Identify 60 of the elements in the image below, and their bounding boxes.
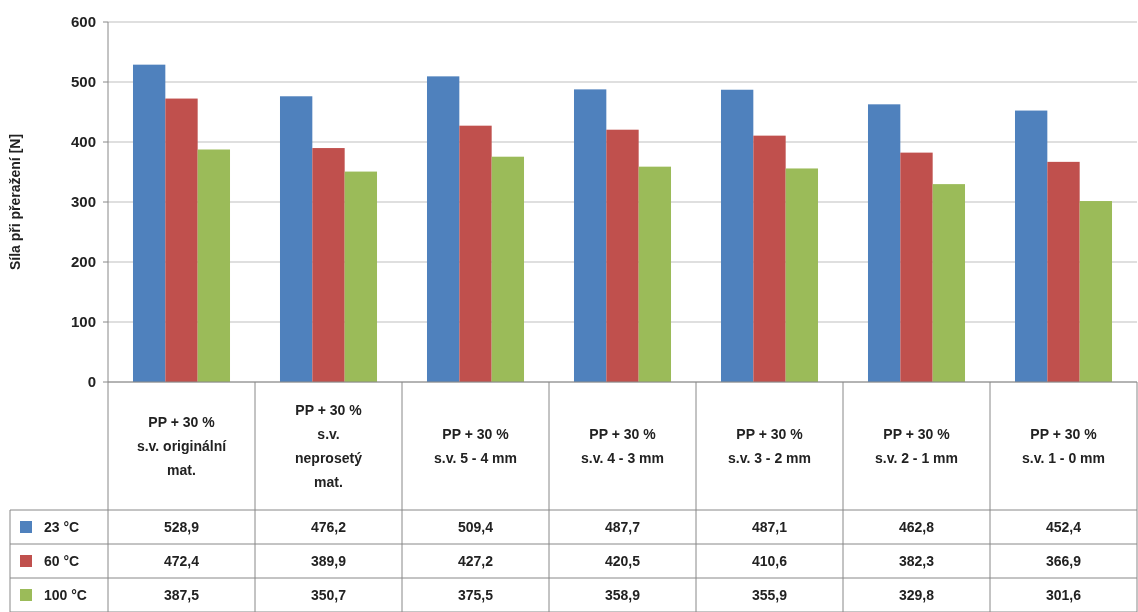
data-label: 472,4	[163, 552, 200, 569]
y-tick-label: 0	[87, 373, 96, 391]
y-tick-label: 200	[70, 253, 96, 271]
data-label: 420,5	[604, 552, 641, 569]
data-label: 427,2	[457, 552, 494, 569]
data-label: 462,8	[898, 518, 935, 535]
data-label: 366,9	[1045, 552, 1082, 569]
y-tick-label: 600	[70, 13, 96, 31]
y-tick-label: 100	[70, 313, 96, 331]
bar	[459, 125, 492, 382]
bar	[132, 64, 166, 382]
data-label: 410,6	[751, 552, 788, 569]
data-label: 350,7	[310, 586, 347, 603]
x-tick-label: PP + 30 % s.v. neprosetý mat.	[295, 401, 363, 490]
bar	[1047, 161, 1080, 382]
data-label: 355,9	[751, 586, 788, 603]
data-label: 389,9	[310, 552, 347, 569]
x-tick-label: PP + 30 % s.v. 5 - 4 mm	[433, 425, 518, 466]
y-tick-label: 500	[70, 73, 96, 91]
y-tick-label: 300	[70, 193, 96, 211]
bar	[491, 156, 525, 382]
bar	[312, 148, 345, 382]
legend-label: 60 °C	[44, 552, 80, 569]
bar	[785, 168, 819, 382]
bar	[573, 89, 607, 382]
bar	[197, 149, 231, 382]
data-label: 375,5	[457, 586, 494, 603]
data-label: 358,9	[604, 586, 641, 603]
bar	[720, 89, 754, 382]
data-label: 329,8	[898, 586, 935, 603]
bar	[606, 129, 639, 382]
y-axis-title: Síla při přeražení [N]	[7, 133, 23, 271]
data-label: 382,3	[898, 552, 935, 569]
data-label: 487,1	[751, 518, 788, 535]
x-tick-label: PP + 30 % s.v. 2 - 1 mm	[874, 425, 959, 466]
data-label: 476,2	[310, 518, 347, 535]
data-label: 301,6	[1045, 586, 1082, 603]
data-label: 487,7	[604, 518, 641, 535]
bar	[867, 104, 901, 382]
bar	[426, 76, 460, 382]
bar	[932, 184, 966, 382]
legend-label: 100 °C	[44, 586, 87, 603]
bar	[344, 171, 378, 382]
data-label: 452,4	[1045, 518, 1082, 535]
data-label: 387,5	[163, 586, 200, 603]
bar	[165, 98, 198, 382]
bar	[1079, 201, 1113, 382]
x-tick-label: PP + 30 % s.v. 4 - 3 mm	[580, 425, 665, 466]
bar	[753, 135, 786, 382]
bar	[279, 96, 313, 382]
bar	[900, 152, 933, 382]
legend-label: 23 °C	[44, 518, 80, 535]
bar	[1014, 110, 1048, 382]
y-tick-label: 400	[70, 133, 96, 151]
x-tick-label: PP + 30 % s.v. originální mat.	[136, 413, 228, 478]
data-label: 528,9	[163, 518, 200, 535]
data-label: 509,4	[457, 518, 494, 535]
x-tick-label: PP + 30 % s.v. 3 - 2 mm	[727, 425, 812, 466]
x-tick-label: PP + 30 % s.v. 1 - 0 mm	[1021, 425, 1106, 466]
bar	[638, 166, 672, 382]
